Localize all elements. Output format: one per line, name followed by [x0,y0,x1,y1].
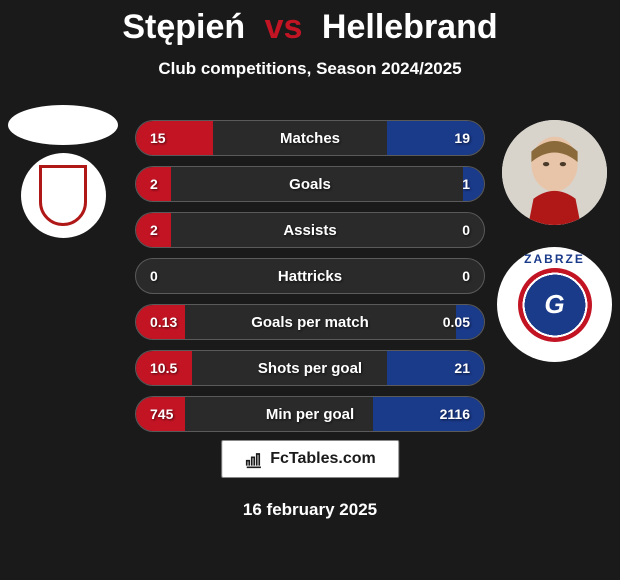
right-avatar-column: ZABRZE G [497,120,612,362]
stat-row: 2 1 Goals [135,166,485,202]
stat-label: Assists [283,222,336,239]
player1-club-logo [21,153,106,238]
stat-row: 15 19 Matches [135,120,485,156]
face-icon [502,120,607,225]
stat-row: 10.5 21 Shots per goal [135,350,485,386]
subtitle: Club competitions, Season 2024/2025 [0,59,620,79]
player2-avatar [502,120,607,225]
stat-value-left: 10.5 [150,360,177,376]
stat-value-left: 0.13 [150,314,177,330]
player2-name: Hellebrand [322,8,498,46]
vs-label: vs [265,8,303,46]
stat-value-right: 0 [462,268,470,284]
player1-avatar-placeholder [8,105,118,145]
stat-value-right: 0 [462,222,470,238]
stat-label: Hattricks [278,268,342,285]
brand-badge[interactable]: FcTables.com [221,440,399,478]
stat-value-right: 21 [454,360,470,376]
date-label: 16 february 2025 [243,500,377,520]
stat-row: 745 2116 Min per goal [135,396,485,432]
stat-value-right: 0.05 [443,314,470,330]
stat-value-right: 1 [462,176,470,192]
stat-label: Min per goal [266,406,354,423]
stat-value-left: 2 [150,176,158,192]
stat-value-right: 2116 [440,406,470,422]
gornik-letter: G [544,289,564,320]
stats-table: 1519Matches21Goals20Assists00Hattricks0.… [135,120,485,432]
stat-value-left: 0 [150,268,158,284]
gornik-arc-text: ZABRZE [524,252,585,266]
title: Stępień vs Hellebrand [0,0,620,47]
stat-value-left: 15 [150,130,166,146]
player2-club-logo: ZABRZE G [497,247,612,362]
gornik-inner: G [518,268,592,342]
stat-label: Matches [280,130,340,147]
stat-value-left: 745 [150,406,173,422]
left-avatar-column [8,105,118,238]
stat-row: 0.13 0.05 Goals per match [135,304,485,340]
brand-text: FcTables.com [270,450,376,468]
stat-value-left: 2 [150,222,158,238]
stat-label: Goals per match [251,314,369,331]
stat-value-right: 19 [454,130,470,146]
stat-label: Goals [289,176,331,193]
stat-bar-left [136,121,213,155]
stat-row: 0 0 Hattricks [135,258,485,294]
player1-name: Stępień [122,8,245,46]
chart-icon [244,449,264,469]
stat-row: 2 0 Assists [135,212,485,248]
stat-label: Shots per goal [258,360,362,377]
